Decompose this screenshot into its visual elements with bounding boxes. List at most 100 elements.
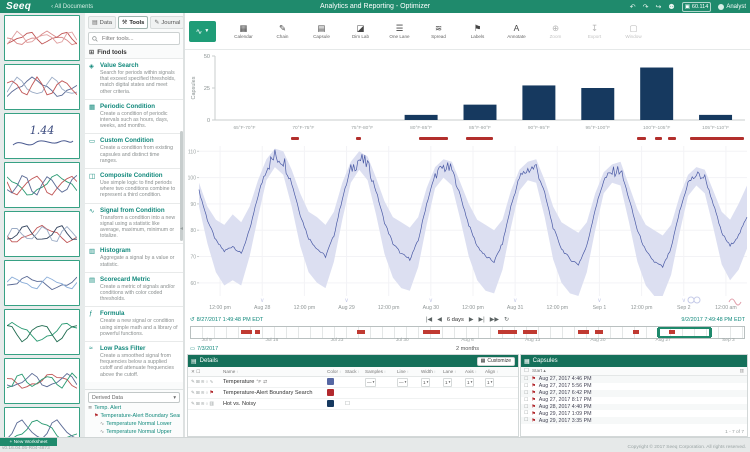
capsule-row[interactable]: ☐ ⚑ Aug 29, 2017 3:35 PM: [521, 417, 747, 425]
worksheet-thumbnail[interactable]: [4, 407, 80, 438]
select-all-checkbox[interactable]: ☐: [524, 368, 529, 374]
edit-icon[interactable]: ✎: [191, 379, 195, 384]
users-icon[interactable]: ⚉: [668, 3, 675, 11]
capsule-checkbox[interactable]: ☐: [524, 383, 529, 389]
worksheet-thumbnail[interactable]: [4, 260, 80, 306]
tool-item-value-search[interactable]: ◈ Value Search Search for periods within s…: [85, 58, 183, 99]
view-mode-dropdown[interactable]: ∿ ▼: [189, 20, 216, 42]
worksheet-thumbnail[interactable]: [4, 162, 80, 208]
column-header-lane[interactable]: Lane: [443, 369, 465, 374]
select-radio[interactable]: ○: [205, 401, 209, 406]
column-settings-icon[interactable]: ▥: [739, 368, 744, 374]
undo-icon[interactable]: ↶: [629, 3, 636, 11]
customize-button[interactable]: ▦ Customize: [476, 356, 515, 366]
worksheet-thumbnail[interactable]: 1.44: [4, 113, 80, 159]
tool-item-scorecard-metric[interactable]: ▤ Scorecard Metric Create a metric of sign…: [85, 271, 183, 307]
tool-item-signal-from-condition[interactable]: ∿ Signal from Condition Transform a condit…: [85, 202, 183, 244]
step-back-icon[interactable]: |◀: [426, 317, 433, 323]
condition-capsule[interactable]: [637, 137, 647, 140]
start-column-header[interactable]: Start ▴: [531, 368, 546, 374]
tab-data[interactable]: ▤ Data: [88, 16, 116, 29]
pan-right-icon[interactable]: ▶: [468, 317, 474, 323]
play-icon[interactable]: ▶▶: [489, 317, 499, 323]
capsule-checkbox[interactable]: ☐: [524, 390, 529, 396]
toolbar-button-chain[interactable]: ✎ Chain: [264, 16, 301, 46]
derived-item-temperature-normal-lower[interactable]: ∿ Temperature Normal Lower: [88, 421, 180, 427]
capsule-row[interactable]: ☐ ⚑ Aug 27, 2017 5:56 PM: [521, 383, 747, 390]
condition-capsule-strip[interactable]: [215, 136, 744, 142]
worksheet-thumbnail[interactable]: [4, 309, 80, 355]
column-header-samples[interactable]: Samples: [365, 369, 397, 374]
condition-capsule[interactable]: [466, 137, 493, 140]
capsule-row[interactable]: ☐ ⚑ Aug 28, 2017 4:40 PM: [521, 403, 747, 411]
user-menu[interactable]: Analyst: [718, 3, 746, 10]
toolbar-button-calendar[interactable]: ▦ Calendar: [225, 16, 262, 46]
width-dropdown[interactable]: 1 ▾: [421, 377, 431, 387]
share-icon[interactable]: ↪: [655, 3, 662, 11]
worksheet-thumbnail[interactable]: [4, 15, 80, 61]
column-header-align[interactable]: Align: [485, 369, 505, 374]
toolbar-button-zoom[interactable]: ⊕ Zoom: [537, 16, 574, 46]
tool-item-low-pass-filter[interactable]: ≈ Low Pass Filter Create a smoothed signal…: [85, 341, 183, 382]
swap-icon[interactable]: ⇄: [263, 379, 268, 385]
capsule-row[interactable]: ☐ ⚑ Aug 27, 2017 6:42 PM: [521, 389, 747, 397]
samples-dropdown[interactable]: — ▾: [365, 377, 377, 387]
investigate-range-scrubber[interactable]: [190, 326, 745, 339]
selection-handle-left[interactable]: [657, 328, 661, 337]
column-header-axis[interactable]: Axis: [465, 369, 485, 374]
column-header-width[interactable]: Width: [421, 369, 443, 374]
toolbar-button-one-lane[interactable]: ☰ One Lane: [381, 16, 418, 46]
investigate-range-duration[interactable]: 2 months: [455, 346, 479, 352]
capsule-checkbox[interactable]: ☐: [524, 411, 529, 417]
group-icon[interactable]: ⊞: [195, 401, 200, 406]
column-header-line[interactable]: Line: [397, 369, 421, 374]
display-range-start-link[interactable]: ↺ 8/27/2017 1:49:48 PM EDT: [190, 316, 264, 323]
capsule-row[interactable]: ☐ ⚑ Aug 27, 2017 8:17 PM: [521, 397, 747, 404]
toolbar-button-annotate[interactable]: A Annotate: [498, 16, 535, 46]
condition-capsule[interactable]: [355, 137, 361, 140]
condition-capsule[interactable]: [690, 137, 744, 140]
temperature-trend-chart[interactable]: 60 70 80 90 100 110 12:00 pm Aug 28 12:00 pm Aug …: [185, 143, 750, 313]
tool-item-composite-condition[interactable]: ◫ Composite Condition Use simple logic to …: [85, 168, 183, 203]
column-header-stack[interactable]: Stack: [345, 369, 365, 374]
details-row-temperature[interactable]: ✎ ⊞ ≋ ○ ∿ Temperature °F ⇄ — ▾ — ▾ 1 ▾ 1 ▾ 1 ▾ 1 ▾: [188, 377, 518, 388]
select-radio[interactable]: ○: [205, 390, 209, 395]
capsule-row[interactable]: ☐ ⚑ Aug 29, 2017 1:09 PM: [521, 410, 747, 417]
edit-icon[interactable]: ✎: [191, 401, 195, 406]
capsule-checkbox[interactable]: ☐: [524, 376, 529, 382]
color-swatch[interactable]: [327, 377, 334, 385]
condition-capsule[interactable]: [655, 137, 662, 140]
worksheet-thumbnail[interactable]: [4, 211, 80, 257]
refresh-icon[interactable]: ↻: [503, 317, 509, 323]
worksheet-thumbnail[interactable]: [4, 64, 80, 110]
worksheet-thumbnail[interactable]: [4, 358, 80, 404]
capsule-checkbox[interactable]: ☐: [524, 404, 529, 410]
condition-capsule[interactable]: [418, 137, 448, 140]
style-icon[interactable]: ≋: [200, 390, 205, 395]
investigate-range-start-link[interactable]: ▭ 7/3/2017: [190, 346, 219, 352]
condition-capsule[interactable]: [668, 137, 677, 140]
tool-item-formula[interactable]: ƒ Formula Create a new signal or condition…: [85, 306, 183, 342]
toolbar-button-export[interactable]: ↧ Export: [576, 16, 613, 46]
lane-dropdown[interactable]: 1 ▾: [443, 377, 453, 387]
style-icon[interactable]: ≋: [200, 379, 205, 384]
details-row-temperature-alert-boundary-search[interactable]: ✎ ⊞ ≋ ○ ⚑ Temperature-Alert Boundary Search: [188, 388, 518, 399]
tool-item-histogram[interactable]: ▥ Histogram Aggregate a signal by a value …: [85, 243, 183, 272]
derived-item-temperature-normal-upper[interactable]: ∿ Temperature Normal Upper: [88, 429, 180, 435]
toolbar-button-dim-lab[interactable]: ◪ Dim Lab: [342, 16, 379, 46]
panel-splitter[interactable]: [183, 13, 185, 438]
toolbar-button-window[interactable]: ▢ Window: [615, 16, 652, 46]
condition-capsule[interactable]: [290, 137, 299, 140]
align-dropdown[interactable]: 1 ▾: [485, 377, 495, 387]
display-range-end-link[interactable]: 9/2/2017 7:49:48 PM EDT: [681, 316, 745, 323]
stack-checkbox[interactable]: ☐: [345, 401, 350, 407]
edit-icon[interactable]: ✎: [191, 390, 195, 395]
derived-data-select[interactable]: Derived Data ▾: [88, 392, 180, 403]
new-worksheet-button[interactable]: + New Worksheet: [0, 438, 57, 446]
column-header-name[interactable]: Name: [223, 369, 327, 374]
tool-item-custom-condition[interactable]: ▭ Custom Condition Create a condition from…: [85, 133, 183, 169]
selection-handle-right[interactable]: [708, 328, 712, 337]
tools-scrollbar[interactable]: [180, 131, 183, 241]
pan-left-icon[interactable]: ◀: [437, 317, 442, 323]
derived-item-temp-alert[interactable]: ≣ Temp. Alert: [88, 405, 180, 411]
